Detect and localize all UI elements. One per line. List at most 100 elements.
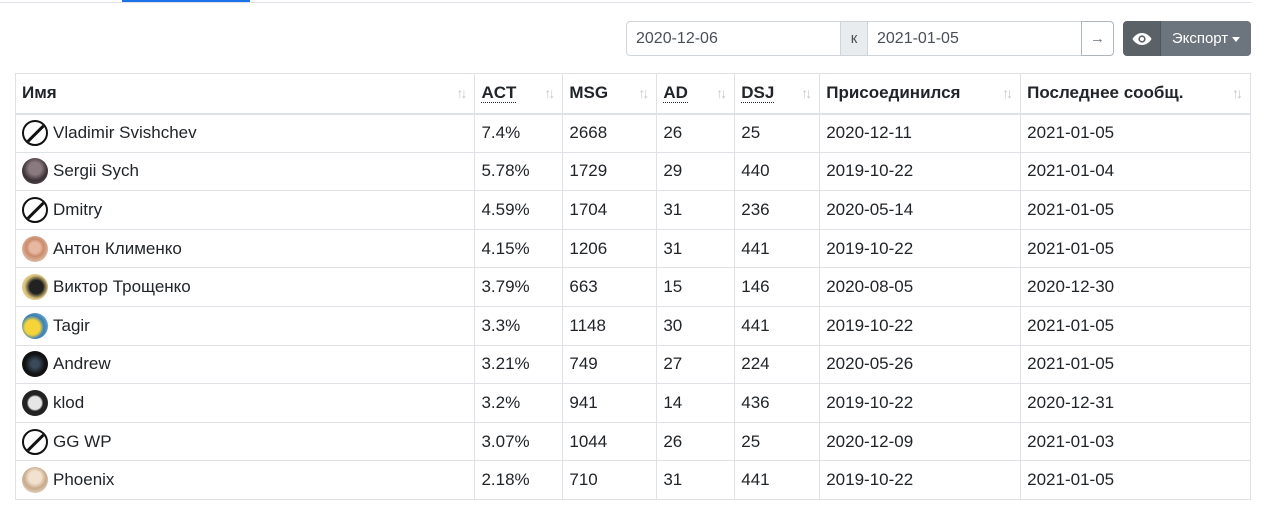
joined-cell: 2019-10-22 xyxy=(819,383,1022,423)
export-dropdown-button[interactable]: Экспорт xyxy=(1161,21,1251,56)
table-header-row: Имя ↑↓ ACT ↑↓ MSG ↑↓ AD ↑↓ DSJ ↑↓ Присоединил… xyxy=(14,73,1251,115)
table-row: Антон Клименко 4.15% 1206 31 441 2019-10… xyxy=(14,228,1251,269)
column-header-joined[interactable]: Присоединился ↑↓ xyxy=(819,73,1022,115)
table-row: GG WP 3.07% 1044 26 25 2020-12-09 2021-0… xyxy=(14,421,1251,462)
eye-icon xyxy=(1132,32,1151,45)
act-cell: 4.15% xyxy=(474,228,564,269)
avatar-photo xyxy=(22,351,48,378)
name-cell: Виктор Трощенко xyxy=(14,267,476,307)
date-to-input[interactable] xyxy=(867,21,1082,56)
ad-cell: 31 xyxy=(656,460,736,500)
act-cell: 3.21% xyxy=(474,344,564,385)
column-header-msg[interactable]: MSG ↑↓ xyxy=(562,73,658,115)
name-cell: GG WP xyxy=(14,421,476,462)
msg-cell: 710 xyxy=(562,460,658,500)
no-avatar-icon xyxy=(22,428,48,455)
sort-icon: ↑↓ xyxy=(801,85,812,102)
avatar-photo xyxy=(22,274,48,301)
avatar-photo xyxy=(22,235,48,262)
joined-cell: 2019-10-22 xyxy=(819,151,1022,192)
member-name: GG WP xyxy=(53,431,112,451)
date-range-toolbar: к → Экспорт xyxy=(626,21,1251,56)
view-button[interactable] xyxy=(1123,21,1161,56)
table-row: Vladimir Svishchev 7.4% 2668 26 25 2020-… xyxy=(14,113,1251,153)
arrow-right-icon: → xyxy=(1090,30,1105,47)
name-cell: Andrew xyxy=(14,344,476,385)
joined-cell: 2020-05-14 xyxy=(819,190,1022,230)
member-name: Виктор Трощенко xyxy=(53,277,191,297)
name-cell: klod xyxy=(14,383,476,423)
no-avatar-icon xyxy=(22,196,48,223)
sort-icon: ↑↓ xyxy=(638,85,649,102)
column-header-name[interactable]: Имя ↑↓ xyxy=(14,73,476,115)
dsj-cell: 436 xyxy=(734,383,821,423)
msg-cell: 663 xyxy=(562,267,658,307)
ad-cell: 14 xyxy=(656,383,736,423)
joined-cell: 2020-12-09 xyxy=(819,421,1022,462)
ad-cell: 26 xyxy=(656,421,736,462)
ad-cell: 31 xyxy=(656,228,736,269)
act-cell: 2.18% xyxy=(474,460,564,500)
last-message-cell: 2020-12-31 xyxy=(1020,383,1251,423)
sort-icon: ↑↓ xyxy=(456,85,467,102)
ad-cell: 30 xyxy=(656,305,736,346)
dsj-cell: 441 xyxy=(734,305,821,346)
apply-range-button[interactable]: → xyxy=(1081,21,1114,56)
last-message-cell: 2021-01-03 xyxy=(1020,421,1251,462)
date-from-input[interactable] xyxy=(626,21,841,56)
msg-cell: 2668 xyxy=(562,113,658,153)
joined-cell: 2019-10-22 xyxy=(819,460,1022,500)
last-message-cell: 2021-01-05 xyxy=(1020,344,1251,385)
ad-cell: 26 xyxy=(656,113,736,153)
tab-strip xyxy=(0,0,1251,3)
member-name: Phoenix xyxy=(53,470,115,490)
act-cell: 3.2% xyxy=(474,383,564,423)
msg-cell: 1206 xyxy=(562,228,658,269)
dsj-cell: 25 xyxy=(734,421,821,462)
act-cell: 5.78% xyxy=(474,151,564,192)
last-message-cell: 2020-12-30 xyxy=(1020,267,1251,307)
last-message-cell: 2021-01-05 xyxy=(1020,113,1251,153)
last-message-cell: 2021-01-05 xyxy=(1020,460,1251,500)
joined-cell: 2019-10-22 xyxy=(819,228,1022,269)
caret-down-icon xyxy=(1232,36,1241,42)
members-table: Имя ↑↓ ACT ↑↓ MSG ↑↓ AD ↑↓ DSJ ↑↓ Присоединил… xyxy=(14,73,1251,500)
act-cell: 3.3% xyxy=(474,305,564,346)
dsj-cell: 236 xyxy=(734,190,821,230)
dsj-cell: 441 xyxy=(734,460,821,500)
joined-cell: 2020-08-05 xyxy=(819,267,1022,307)
msg-cell: 1044 xyxy=(562,421,658,462)
act-cell: 7.4% xyxy=(474,113,564,153)
dsj-cell: 146 xyxy=(734,267,821,307)
last-message-cell: 2021-01-05 xyxy=(1020,190,1251,230)
member-name: Dmitry xyxy=(53,199,103,219)
table-row: Виктор Трощенко 3.79% 663 15 146 2020-08… xyxy=(14,267,1251,307)
member-name: Tagir xyxy=(53,315,90,335)
joined-cell: 2019-10-22 xyxy=(819,305,1022,346)
avatar-photo xyxy=(22,467,48,494)
member-name: klod xyxy=(53,392,85,412)
member-name: Andrew xyxy=(53,354,111,374)
ad-cell: 27 xyxy=(656,344,736,385)
table-row: Tagir 3.3% 1148 30 441 2019-10-22 2021-0… xyxy=(14,305,1251,346)
dsj-cell: 440 xyxy=(734,151,821,192)
ad-cell: 31 xyxy=(656,190,736,230)
joined-cell: 2020-12-11 xyxy=(819,113,1022,153)
column-header-dsj[interactable]: DSJ ↑↓ xyxy=(734,73,821,115)
column-header-ad[interactable]: AD ↑↓ xyxy=(656,73,736,115)
name-cell: Vladimir Svishchev xyxy=(14,113,476,153)
avatar-photo xyxy=(22,312,48,339)
dsj-cell: 224 xyxy=(734,344,821,385)
joined-cell: 2020-05-26 xyxy=(819,344,1022,385)
msg-cell: 1148 xyxy=(562,305,658,346)
column-header-act[interactable]: ACT ↑↓ xyxy=(474,73,564,115)
sort-icon: ↑↓ xyxy=(716,85,727,102)
table-row: Sergii Sych 5.78% 1729 29 440 2019-10-22… xyxy=(14,151,1251,192)
msg-cell: 1704 xyxy=(562,190,658,230)
column-header-last-message[interactable]: Последнее сообщ. ↑↓ xyxy=(1020,73,1251,115)
ad-cell: 15 xyxy=(656,267,736,307)
active-tab-indicator xyxy=(122,0,250,2)
member-name: Vladimir Svishchev xyxy=(53,123,197,143)
name-cell: Антон Клименко xyxy=(14,228,476,269)
table-row: klod 3.2% 941 14 436 2019-10-22 2020-12-… xyxy=(14,383,1251,423)
